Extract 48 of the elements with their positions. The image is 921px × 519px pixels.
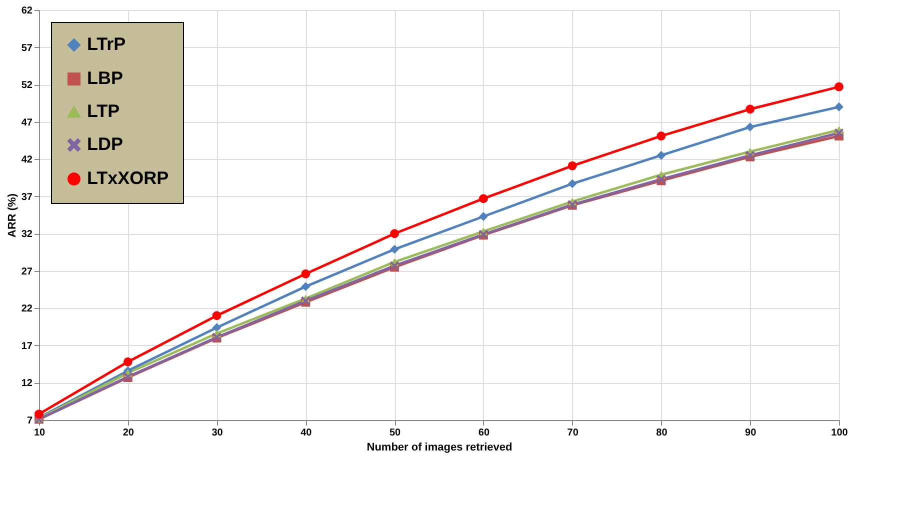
y-tick-label: 37: [21, 192, 33, 203]
point: [301, 269, 310, 278]
point: [390, 244, 400, 254]
y-tick-label: 42: [21, 154, 33, 166]
point: [834, 128, 844, 138]
x-tick-label: 70: [567, 428, 579, 438]
y-tick-label: 27: [21, 266, 33, 278]
x-tick-label: 10: [34, 428, 46, 438]
x-tick-label: 60: [478, 428, 490, 438]
y-tick-label: 47: [21, 117, 33, 128]
point: [478, 212, 488, 221]
point: [212, 323, 222, 332]
point: [212, 311, 222, 320]
x-tick-label: 90: [745, 428, 757, 438]
x-tick-label: 100: [831, 428, 848, 438]
point: [568, 179, 577, 188]
point: [746, 104, 755, 114]
y-tick-label: 7: [26, 416, 33, 426]
y-tick-label: 22: [21, 304, 33, 315]
y-tick-label: 17: [21, 340, 33, 352]
point: [34, 410, 44, 418]
point: [123, 357, 132, 366]
legend-label: LDP: [87, 134, 123, 154]
x-tick-label: 30: [212, 428, 224, 438]
y-tick-label: 52: [21, 80, 33, 92]
legend-label: LTrP: [87, 34, 126, 54]
legend-label: LTP: [87, 101, 120, 121]
y-tick-label: 57: [21, 42, 33, 54]
x-tick-label: 40: [300, 428, 312, 438]
y-axis-title: ARR (%): [6, 193, 18, 238]
point: [746, 122, 755, 132]
point: [656, 150, 666, 160]
y-tick-label: 12: [21, 378, 33, 390]
point: [390, 229, 400, 238]
point: [478, 194, 488, 204]
x-tick-label: 50: [389, 428, 402, 438]
point: [301, 282, 310, 292]
y-tick-label: 62: [21, 6, 33, 16]
point: [568, 161, 577, 170]
legend-label: LBP: [87, 68, 123, 88]
x-tick-label: 80: [656, 428, 668, 438]
legend-label: LTxXORP: [87, 168, 169, 188]
x-axis-title: Number of images retrieved: [366, 442, 512, 454]
y-tick-label: 32: [21, 229, 33, 240]
x-tick-label: 20: [122, 428, 134, 438]
point: [834, 82, 844, 92]
point: [656, 132, 666, 140]
point: [834, 102, 844, 112]
